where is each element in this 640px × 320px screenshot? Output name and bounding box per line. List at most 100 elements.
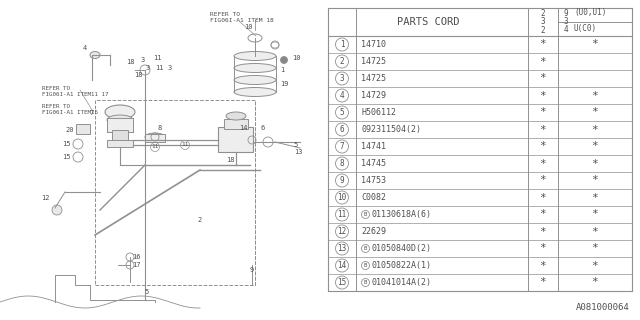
Text: 092311504(2): 092311504(2)	[361, 125, 421, 134]
Text: (U0,U1): (U0,U1)	[574, 9, 606, 18]
Text: 15: 15	[337, 278, 347, 287]
Text: *: *	[591, 227, 598, 236]
Text: 14745: 14745	[361, 159, 386, 168]
Text: U(C0): U(C0)	[574, 25, 597, 34]
Text: *: *	[540, 108, 547, 117]
Text: *: *	[591, 158, 598, 169]
Text: 11: 11	[155, 65, 163, 71]
Text: 14741: 14741	[361, 142, 386, 151]
Text: FIG06I-A1 ITEM15: FIG06I-A1 ITEM15	[42, 110, 98, 116]
Text: 12: 12	[337, 227, 347, 236]
Text: 7: 7	[340, 142, 344, 151]
Text: 18: 18	[226, 157, 234, 163]
Text: 11: 11	[337, 210, 347, 219]
Text: *: *	[540, 277, 547, 287]
Text: *: *	[540, 193, 547, 203]
Text: 14: 14	[239, 125, 247, 131]
Ellipse shape	[107, 115, 133, 125]
Text: 7: 7	[90, 110, 94, 116]
Ellipse shape	[234, 63, 276, 73]
Text: FIG06I-A1 ITEM 18: FIG06I-A1 ITEM 18	[210, 19, 274, 23]
Text: 20: 20	[66, 127, 74, 133]
Bar	[107, 118, 133, 132]
Text: 9: 9	[340, 176, 344, 185]
Text: 17: 17	[132, 262, 140, 268]
Ellipse shape	[105, 105, 135, 119]
Text: PARTS CORD: PARTS CORD	[397, 17, 460, 27]
Text: 4: 4	[340, 91, 344, 100]
Text: 11: 11	[153, 55, 161, 61]
Text: 4: 4	[564, 25, 568, 34]
Text: 9: 9	[564, 9, 568, 18]
Text: *: *	[591, 108, 598, 117]
Text: *: *	[591, 210, 598, 220]
Text: A081000064: A081000064	[576, 303, 630, 312]
Text: *: *	[540, 210, 547, 220]
Text: B: B	[364, 212, 367, 217]
Text: 16: 16	[132, 254, 140, 260]
Text: 3: 3	[141, 57, 145, 63]
Circle shape	[52, 205, 62, 215]
Ellipse shape	[145, 133, 165, 141]
Text: 2: 2	[541, 9, 545, 18]
Text: 5: 5	[145, 289, 149, 295]
Text: 14725: 14725	[361, 57, 386, 66]
Text: 9: 9	[250, 267, 254, 273]
Ellipse shape	[90, 52, 100, 59]
Text: 18: 18	[134, 72, 142, 78]
Text: 8: 8	[340, 159, 344, 168]
Text: 14753: 14753	[361, 176, 386, 185]
Text: 01050822A(1): 01050822A(1)	[371, 261, 431, 270]
Text: 3: 3	[541, 18, 545, 27]
Text: 11: 11	[181, 142, 189, 148]
Text: *: *	[540, 227, 547, 236]
Text: B: B	[364, 280, 367, 285]
Text: *: *	[540, 91, 547, 100]
Text: *: *	[591, 39, 598, 50]
Text: 6: 6	[261, 125, 265, 131]
Text: 8: 8	[158, 125, 162, 131]
Text: REFER TO: REFER TO	[42, 103, 70, 108]
Text: 22629: 22629	[361, 227, 386, 236]
Text: 3: 3	[340, 74, 344, 83]
Text: *: *	[540, 175, 547, 186]
Text: 15: 15	[61, 154, 70, 160]
Text: *: *	[540, 244, 547, 253]
Text: 11: 11	[151, 145, 159, 149]
Text: 5: 5	[340, 108, 344, 117]
Text: 13: 13	[337, 244, 347, 253]
Ellipse shape	[234, 87, 276, 97]
Text: 10: 10	[337, 193, 347, 202]
Text: 01041014A(2): 01041014A(2)	[371, 278, 431, 287]
Text: 10: 10	[292, 55, 300, 61]
Text: B: B	[364, 246, 367, 251]
Text: 1: 1	[280, 67, 284, 73]
Circle shape	[280, 57, 287, 63]
Bar	[107, 140, 133, 147]
Text: H506112: H506112	[361, 108, 396, 117]
Text: 3: 3	[168, 65, 172, 71]
Text: 2: 2	[340, 57, 344, 66]
Text: 18: 18	[125, 59, 134, 65]
Text: *: *	[591, 175, 598, 186]
Text: *: *	[591, 91, 598, 100]
Text: REFER TO: REFER TO	[42, 85, 70, 91]
Text: 10: 10	[244, 24, 252, 30]
Text: 19: 19	[280, 81, 288, 87]
Text: 3: 3	[146, 65, 150, 71]
Text: *: *	[540, 124, 547, 134]
Text: *: *	[540, 158, 547, 169]
Text: 13: 13	[294, 149, 302, 155]
Text: *: *	[591, 260, 598, 270]
Text: 14729: 14729	[361, 91, 386, 100]
Text: *: *	[591, 193, 598, 203]
Text: 1: 1	[340, 40, 344, 49]
Text: 3: 3	[564, 17, 568, 26]
Text: 6: 6	[340, 125, 344, 134]
Text: B: B	[364, 263, 367, 268]
Text: *: *	[540, 57, 547, 67]
Text: *: *	[591, 244, 598, 253]
Ellipse shape	[234, 52, 276, 60]
Bar	[95, 100, 255, 285]
Text: 12: 12	[41, 195, 49, 201]
